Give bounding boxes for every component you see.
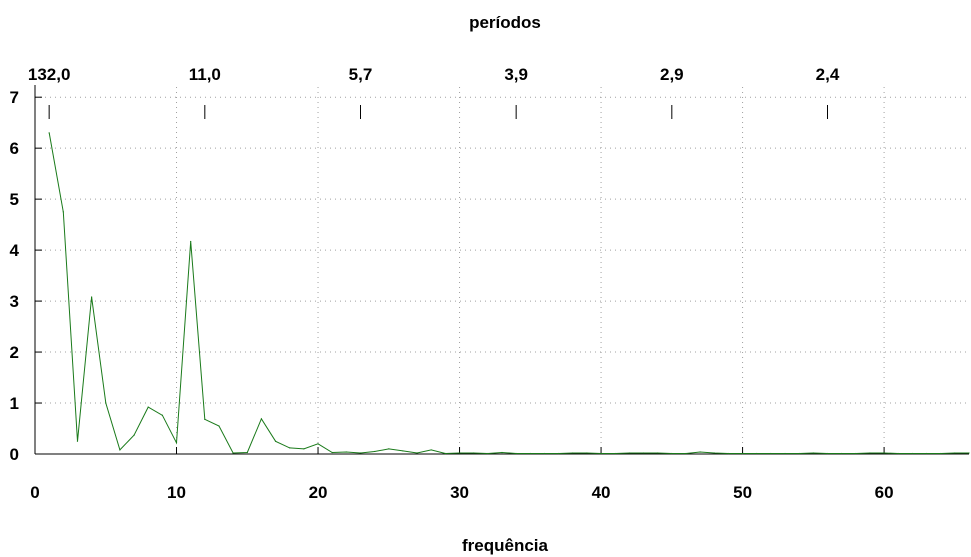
data-point <box>642 452 645 454</box>
data-point <box>473 452 475 454</box>
x-tick-label: 40 <box>592 483 611 502</box>
data-point <box>374 450 376 453</box>
data-point <box>756 452 758 455</box>
data-point <box>572 452 574 454</box>
data-point <box>303 448 305 450</box>
y-tick-label: 0 <box>10 445 19 464</box>
data-point <box>487 452 489 455</box>
top-tick-label: 3,9 <box>504 65 528 84</box>
data-point <box>699 451 701 453</box>
data-point <box>657 452 659 454</box>
top-tick-label: 132,0 <box>28 65 71 84</box>
data-point <box>770 452 772 455</box>
data-point <box>260 418 263 420</box>
data-point <box>204 418 206 420</box>
x-tick-label: 20 <box>309 483 328 502</box>
data-point <box>161 414 163 416</box>
y-tick-label: 5 <box>10 190 19 209</box>
data-point <box>925 452 928 455</box>
data-point <box>826 452 829 455</box>
y-tick-label: 6 <box>10 139 19 158</box>
data-point <box>586 452 588 454</box>
data-point <box>76 440 79 442</box>
y-tick-label: 7 <box>10 88 19 107</box>
data-point <box>784 452 786 455</box>
data-point <box>558 452 560 455</box>
data-point <box>232 452 234 454</box>
data-point <box>119 449 121 451</box>
data-point <box>190 240 192 243</box>
data-point <box>841 452 843 455</box>
top-axis-title: períodos <box>469 13 541 32</box>
data-point <box>402 450 404 452</box>
data-point <box>416 452 418 454</box>
ticks: 0 1 2 3 4 5 6 7 0 10 20 30 40 50 60 132,0 11,0 5,7 3,9 2,9 2… <box>10 65 894 502</box>
data-point <box>91 296 93 298</box>
data-point <box>855 452 857 455</box>
data-point <box>713 452 715 454</box>
data-point <box>529 452 531 455</box>
data-point <box>458 452 461 454</box>
data-point <box>671 452 673 455</box>
data-point <box>727 452 730 455</box>
data-point <box>501 451 503 454</box>
series-group <box>48 132 970 455</box>
data-point <box>798 452 800 455</box>
top-tick-label: 5,7 <box>349 65 373 84</box>
x-tick-label: 60 <box>875 483 894 502</box>
data-point <box>345 451 347 453</box>
data-point <box>388 448 390 450</box>
data-point <box>954 452 956 454</box>
top-tick-label: 2,9 <box>660 65 684 84</box>
data-point <box>359 452 362 454</box>
data-point <box>869 452 871 454</box>
data-point <box>911 452 913 455</box>
data-point <box>543 452 546 455</box>
top-tick-label: 11,0 <box>189 65 221 84</box>
grid-lines <box>35 87 969 454</box>
data-point <box>812 452 814 454</box>
data-point <box>274 440 277 442</box>
data-point <box>105 402 107 404</box>
data-point <box>600 452 602 455</box>
data-point <box>628 452 630 454</box>
data-point <box>147 406 149 408</box>
x-tick-label: 10 <box>167 483 186 502</box>
data-point <box>133 434 135 436</box>
data-point <box>317 443 319 445</box>
x-axis-title: frequência <box>462 536 549 555</box>
data-point <box>430 449 432 451</box>
data-point <box>614 452 616 455</box>
data-point <box>62 211 64 213</box>
data-point <box>515 452 517 455</box>
axes <box>34 85 969 455</box>
data-point <box>218 425 220 427</box>
data-point <box>175 442 178 444</box>
series-line <box>48 132 969 455</box>
data-point <box>48 132 50 134</box>
x-tick-label: 0 <box>30 483 39 502</box>
x-tick-label: 30 <box>450 483 469 502</box>
data-point <box>289 447 291 449</box>
data-point <box>331 451 333 454</box>
y-tick-label: 4 <box>10 241 20 260</box>
data-point <box>685 452 687 455</box>
data-point <box>883 452 885 454</box>
x-tick-label: 50 <box>733 483 752 502</box>
y-tick-label: 1 <box>10 394 19 413</box>
y-tick-label: 3 <box>10 292 19 311</box>
data-point <box>741 452 744 455</box>
data-point <box>940 452 942 455</box>
top-tick-label: 2,4 <box>816 65 840 84</box>
y-tick-label: 2 <box>10 343 19 362</box>
data-point <box>897 452 899 455</box>
data-point <box>246 451 248 454</box>
data-point <box>444 452 446 455</box>
data-point <box>968 452 970 454</box>
